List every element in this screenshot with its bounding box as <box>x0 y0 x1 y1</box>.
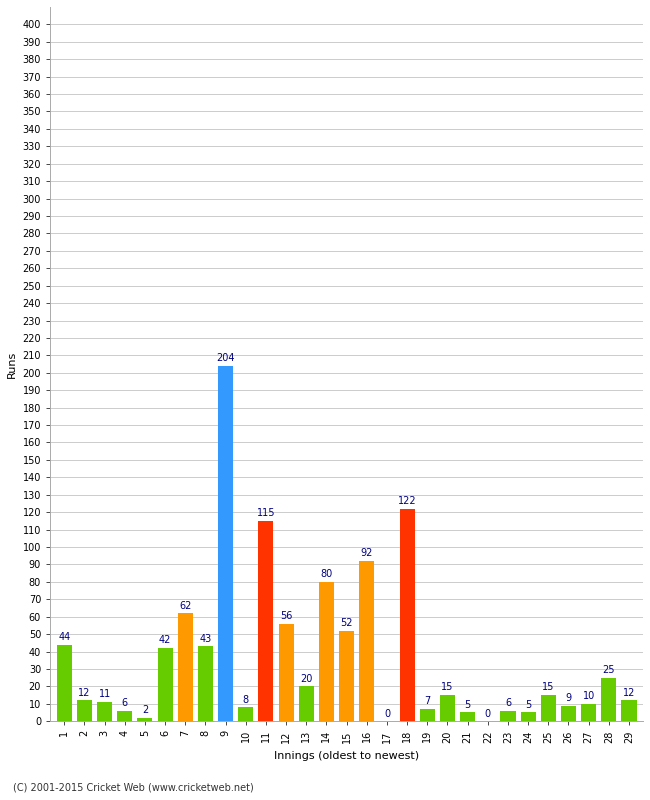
Text: 15: 15 <box>542 682 554 693</box>
Text: 2: 2 <box>142 705 148 715</box>
Text: 9: 9 <box>566 693 571 703</box>
Text: 6: 6 <box>122 698 128 708</box>
Bar <box>400 509 415 721</box>
Text: 62: 62 <box>179 601 192 610</box>
Text: 11: 11 <box>99 690 110 699</box>
Text: 12: 12 <box>623 688 635 698</box>
Bar <box>177 613 193 721</box>
Text: 42: 42 <box>159 635 172 646</box>
Text: 12: 12 <box>78 688 90 698</box>
Text: 7: 7 <box>424 696 430 706</box>
Bar <box>299 686 314 721</box>
Bar <box>238 707 254 721</box>
Bar <box>541 695 556 721</box>
X-axis label: Innings (oldest to newest): Innings (oldest to newest) <box>274 751 419 761</box>
Bar <box>440 695 455 721</box>
Bar <box>420 709 435 721</box>
Text: 15: 15 <box>441 682 454 693</box>
Text: 44: 44 <box>58 632 70 642</box>
Bar <box>460 713 475 721</box>
Bar <box>581 704 596 721</box>
Bar <box>258 521 274 721</box>
Text: 10: 10 <box>582 691 595 701</box>
Bar <box>77 700 92 721</box>
Text: 92: 92 <box>361 548 373 558</box>
Bar <box>500 710 515 721</box>
Text: (C) 2001-2015 Cricket Web (www.cricketweb.net): (C) 2001-2015 Cricket Web (www.cricketwe… <box>13 782 254 792</box>
Bar <box>561 706 576 721</box>
Text: 115: 115 <box>257 508 275 518</box>
Text: 122: 122 <box>398 496 417 506</box>
Y-axis label: Runs: Runs <box>7 350 17 378</box>
Text: 5: 5 <box>465 700 471 710</box>
Bar <box>198 646 213 721</box>
Bar <box>621 700 636 721</box>
Text: 0: 0 <box>384 709 390 718</box>
Text: 5: 5 <box>525 700 531 710</box>
Text: 204: 204 <box>216 353 235 363</box>
Bar <box>279 624 294 721</box>
Bar <box>137 718 153 721</box>
Text: 8: 8 <box>242 694 249 705</box>
Bar <box>218 366 233 721</box>
Text: 80: 80 <box>320 570 333 579</box>
Text: 6: 6 <box>505 698 511 708</box>
Bar <box>601 678 616 721</box>
Text: 43: 43 <box>200 634 211 644</box>
Text: 20: 20 <box>300 674 313 684</box>
Bar <box>359 561 374 721</box>
Text: 52: 52 <box>341 618 353 628</box>
Bar <box>339 630 354 721</box>
Text: 56: 56 <box>280 611 292 621</box>
Text: 0: 0 <box>485 709 491 718</box>
Bar <box>57 645 72 721</box>
Text: 25: 25 <box>603 665 615 675</box>
Bar <box>117 710 133 721</box>
Bar <box>157 648 173 721</box>
Bar <box>521 713 536 721</box>
Bar <box>319 582 334 721</box>
Bar <box>97 702 112 721</box>
